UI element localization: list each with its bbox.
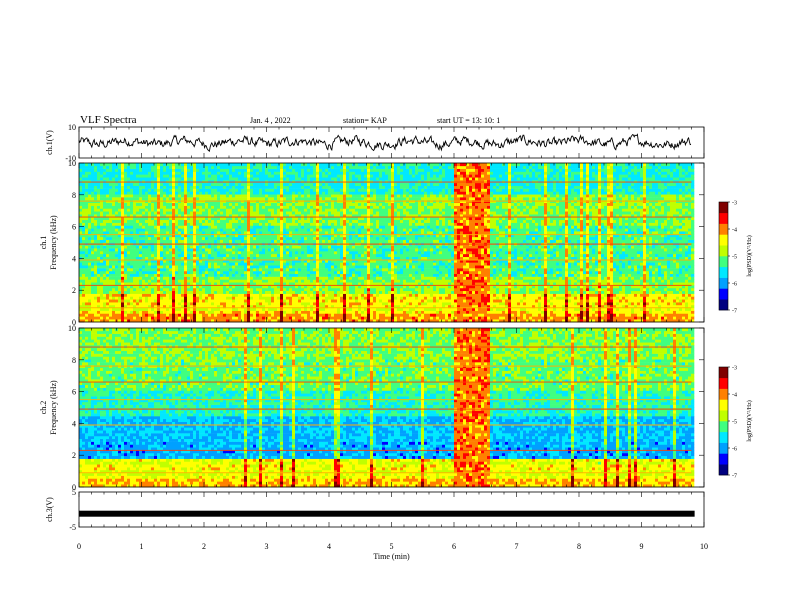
ch1-spectrogram-colorbar xyxy=(718,201,729,311)
x-tick-label: 9 xyxy=(640,542,644,551)
ch1-waveform-trace xyxy=(78,133,692,152)
ch3-ytick-bottom: -5 xyxy=(69,523,76,532)
x-tick-label: 8 xyxy=(577,542,581,551)
ch1-waveform-ylabel: ch.1(V) xyxy=(45,130,54,155)
x-tick-label: 1 xyxy=(140,542,144,551)
ch2-spectrogram-colorbar-tick: -5 xyxy=(732,420,737,426)
x-tick-label: 6 xyxy=(452,542,456,551)
ch1-spectrogram-ylabel: Frequency (kHz) xyxy=(49,215,58,270)
ch1-spectrogram-ytick: 4 xyxy=(72,254,76,263)
ch1-spectrogram-ytick: 2 xyxy=(72,286,76,295)
ch3-frame xyxy=(78,491,705,528)
ch3-ylabel: ch.3(V) xyxy=(45,497,54,522)
x-tick-label: 0 xyxy=(77,542,81,551)
ch1-spectrogram-colorbar-label: log(PSD)(V²/Hz) xyxy=(746,235,753,276)
ch1-spectrogram-ytick: 0 xyxy=(72,318,76,327)
ch3-signal-trace xyxy=(79,510,695,517)
ch2-spectrogram-ytick: 10 xyxy=(68,324,76,333)
x-tick-label: 2 xyxy=(202,542,206,551)
start-time-label: start UT = 13: 10: 1 xyxy=(437,116,500,125)
ch2-spectrogram-colorbar-label: log(PSD)(V²/Hz) xyxy=(746,400,753,441)
ch2-spectrogram-channel-label: ch.2 xyxy=(39,401,48,415)
ch1-spectrogram-colorbar-tick: -4 xyxy=(732,228,737,234)
ch2-spectrogram-colorbar-tick: -6 xyxy=(732,447,737,453)
ch2-spectrogram-colorbar-tick: -3 xyxy=(732,366,737,372)
ch3-ytick-top: 5 xyxy=(72,488,76,497)
ch1-spectrogram-colorbar-tick: -6 xyxy=(732,282,737,288)
ch2-spectrogram-ytick: 6 xyxy=(72,388,76,397)
ch2-spectrogram-colorbar-tick: -7 xyxy=(732,474,737,480)
ch1-spectrogram-colorbar-tick: -5 xyxy=(732,255,737,261)
x-axis-label: Time (min) xyxy=(373,552,410,561)
x-tick-label: 10 xyxy=(700,542,708,551)
ch1-spectrogram-image xyxy=(79,163,695,323)
x-tick-label: 3 xyxy=(265,542,269,551)
ch2-spectrogram-ytick: 2 xyxy=(72,451,76,460)
ch1-spectrogram-ytick: 8 xyxy=(72,191,76,200)
x-ticks-ch1-spectrogram xyxy=(78,163,705,322)
ch2-spectrogram-image xyxy=(79,328,695,488)
ch1-spectrogram-ytick: 6 xyxy=(72,223,76,232)
ch2-spectrogram-ylabel: Frequency (kHz) xyxy=(49,380,58,435)
ch2-spectrogram-ytick: 8 xyxy=(72,356,76,365)
x-ticks-ch3 xyxy=(78,492,705,527)
ch1-spectrogram-channel-label: ch.1 xyxy=(39,236,48,250)
ch2-spectrogram-ytick: 0 xyxy=(72,483,76,492)
x-tick-label: 5 xyxy=(390,542,394,551)
x-tick-label: 7 xyxy=(515,542,519,551)
ch1-ytick-bottom: -10 xyxy=(65,154,76,163)
figure-title: VLF Spectra xyxy=(80,114,137,126)
station-label: station= KAP xyxy=(343,116,387,125)
ch1-spectrogram-ytick: 10 xyxy=(68,159,76,168)
ch2-spectrogram-colorbar-tick: -4 xyxy=(732,393,737,399)
ch1-spectrogram-colorbar-tick: -3 xyxy=(732,201,737,207)
x-ticks-ch2-spectrogram xyxy=(78,328,705,487)
x-tick-label: 4 xyxy=(327,542,331,551)
date-label: Jan. 4 , 2022 xyxy=(250,116,291,125)
ch1-ytick-top: 10 xyxy=(68,123,76,132)
ch1-spectrogram-colorbar-tick: -7 xyxy=(732,309,737,315)
ch2-spectrogram-colorbar xyxy=(718,366,729,476)
ch2-spectrogram-ytick: 4 xyxy=(72,419,76,428)
x-ticks-wave xyxy=(78,127,705,158)
